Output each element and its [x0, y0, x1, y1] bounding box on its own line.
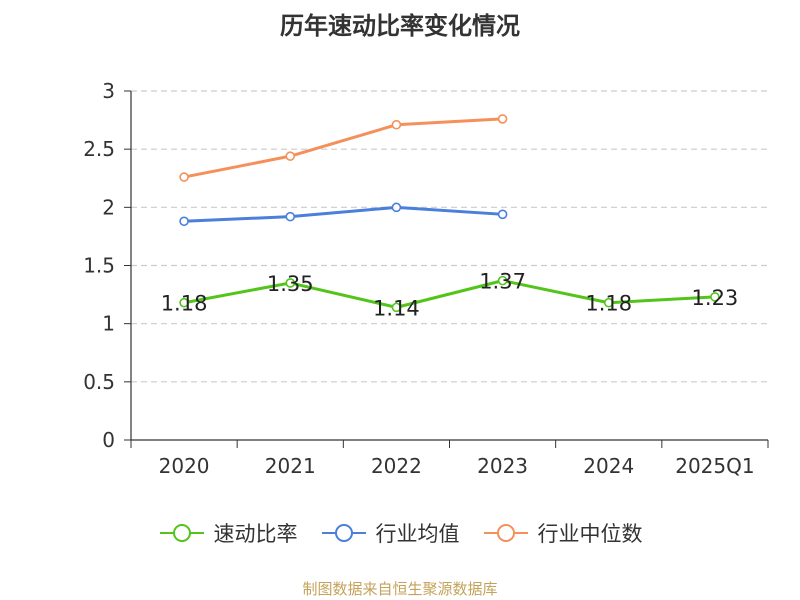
series-point-1 [179, 216, 189, 227]
legend-label-quick-ratio: 速动比率 [213, 522, 298, 546]
series-line-1 [184, 205, 503, 223]
legend-item-industry-mean[interactable]: 行业均值 [320, 518, 460, 548]
legend-swatch-industry-median [483, 524, 528, 542]
x-tick-label: 2025Q1 [675, 454, 754, 478]
series-point-0 [285, 278, 296, 288]
y-tick-label: 0.5 [83, 370, 115, 394]
legend-item-industry-median[interactable]: 行业中位数 [482, 518, 643, 548]
series-point-0 [179, 297, 189, 308]
series-point-0 [603, 297, 614, 308]
series-point-2 [391, 119, 402, 130]
series-point-1 [497, 209, 508, 220]
series-point-0 [391, 302, 402, 313]
legend-label-industry-median: 行业中位数 [537, 522, 643, 546]
series-point-2 [179, 172, 189, 182]
x-tick-label: 2020 [159, 454, 210, 478]
legend-label-industry-mean: 行业均值 [375, 522, 460, 546]
legend-swatch-industry-mean [321, 524, 366, 542]
x-tick-label: 2021 [265, 454, 316, 478]
series-point-2 [497, 114, 508, 124]
legend-item-quick-ratio[interactable]: 速动比率 [158, 518, 298, 548]
series-point-0 [710, 292, 720, 302]
data-label: 1.18 [585, 292, 632, 316]
x-tick-label: 2022 [371, 454, 422, 478]
data-label: 1.23 [692, 286, 739, 310]
data-label: 1.18 [161, 292, 208, 316]
y-tick-label: 0 [102, 428, 115, 452]
x-tick-label: 2023 [477, 454, 528, 478]
x-tick-label: 2024 [583, 454, 634, 478]
data-label: 1.37 [479, 270, 526, 294]
data-label-layer: 1.18 1.35 1.14 1.37 1.18 1.23 [161, 270, 739, 321]
data-label: 1.35 [267, 272, 314, 296]
y-tick-label: 1 [102, 312, 115, 336]
series-layer [179, 114, 720, 313]
source-note: 制图数据来自恒生聚源数据库 [302, 580, 498, 598]
series-point-0 [497, 275, 508, 286]
y-tick-label: 1.5 [83, 254, 115, 278]
axis-layer: 0 0.5 1 1.5 2 2.5 3 2020 2021 2022 2023 2024 2025Q1 [83, 79, 769, 478]
chart-title: 历年速动比率变化情况 [280, 12, 520, 40]
series-line-0 [183, 279, 715, 309]
data-label: 1.14 [373, 296, 420, 320]
series-point-1 [391, 202, 402, 213]
series-point-2 [285, 151, 296, 161]
y-tick-label: 2.5 [83, 137, 115, 161]
y-tick-label: 2 [102, 195, 115, 219]
series-line-2 [183, 117, 503, 179]
legend: 速动比率 行业均值 行业中位数 [0, 518, 800, 548]
grid-layer [131, 90, 768, 383]
y-tick-label: 3 [102, 79, 115, 103]
series-point-1 [285, 211, 296, 222]
legend-swatch-quick-ratio [159, 524, 204, 542]
